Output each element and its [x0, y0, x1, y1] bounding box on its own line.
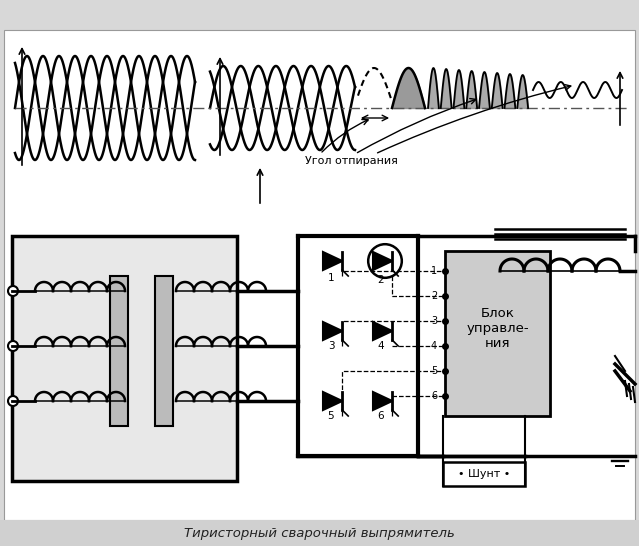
Text: Блок
управле-
ния: Блок управле- ния — [466, 307, 529, 350]
Bar — [155, 276, 173, 426]
Polygon shape — [373, 392, 392, 410]
Bar — [445, 251, 550, 416]
Text: 2: 2 — [431, 291, 437, 301]
Text: 4: 4 — [431, 341, 437, 351]
Text: • Шунт •: • Шунт • — [458, 469, 510, 479]
Bar — [110, 276, 128, 426]
Text: Тиристорный сварочный выпрямитель: Тиристорный сварочный выпрямитель — [184, 526, 455, 539]
Text: 5: 5 — [431, 366, 437, 376]
Bar — [0, 520, 639, 546]
Circle shape — [8, 341, 18, 351]
Text: 6: 6 — [378, 411, 384, 421]
Text: 3: 3 — [328, 341, 334, 351]
Text: 4: 4 — [378, 341, 384, 351]
Polygon shape — [373, 322, 392, 340]
Bar — [443, 462, 525, 486]
Bar — [4, 30, 635, 520]
Polygon shape — [323, 252, 343, 270]
Polygon shape — [373, 252, 392, 270]
Text: Угол отпирания: Угол отпирания — [305, 156, 398, 166]
Text: 2: 2 — [378, 275, 384, 285]
Text: 1: 1 — [431, 266, 437, 276]
Text: 1: 1 — [328, 273, 334, 283]
Polygon shape — [323, 392, 343, 410]
Text: 3: 3 — [431, 316, 437, 326]
Circle shape — [8, 286, 18, 296]
Text: 5: 5 — [328, 411, 334, 421]
Circle shape — [8, 396, 18, 406]
Text: 6: 6 — [431, 391, 437, 401]
Polygon shape — [323, 322, 343, 340]
Bar — [12, 236, 237, 481]
